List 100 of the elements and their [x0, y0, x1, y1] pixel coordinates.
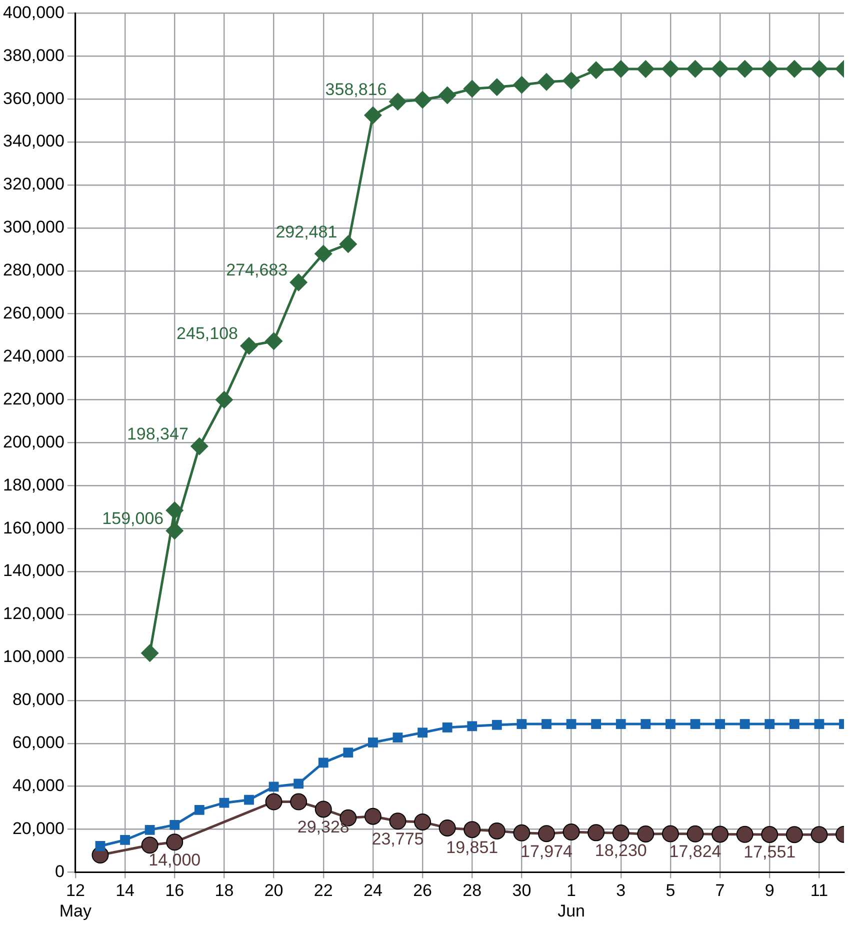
x-tick-label: 12 May: [59, 881, 92, 920]
point: [715, 719, 725, 729]
point: [140, 644, 159, 662]
x-tick-label: 24: [363, 881, 382, 900]
point: [814, 719, 824, 729]
y-tick-label: 200,000: [3, 432, 64, 452]
y-tick-label: 280,000: [3, 260, 64, 280]
point: [268, 782, 279, 792]
y-tick-label: 20,000: [12, 818, 64, 838]
point: [736, 60, 754, 78]
point: [562, 824, 580, 841]
point: [488, 78, 506, 96]
point: [438, 819, 456, 836]
x-tick-label: 26: [413, 881, 432, 900]
point: [219, 798, 230, 808]
point: [364, 808, 382, 825]
point: [686, 60, 704, 78]
data-label: 159,006: [102, 508, 164, 528]
point: [736, 826, 754, 843]
y-tick-label: 100,000: [3, 647, 64, 666]
x-tick-label: 22: [314, 881, 333, 900]
point: [789, 719, 800, 729]
point: [194, 804, 204, 815]
x-tick-label: 28: [462, 881, 482, 900]
point: [566, 719, 576, 729]
point: [661, 60, 680, 78]
point: [616, 719, 626, 729]
point: [343, 748, 354, 758]
point: [120, 835, 130, 845]
data-label: 18,230: [594, 841, 647, 860]
x-tick-label: 9: [764, 881, 774, 900]
point: [314, 800, 332, 818]
data-label: 198,347: [126, 424, 188, 444]
point: [215, 390, 234, 409]
data-label: 274,683: [226, 260, 288, 280]
data-label: 17,551: [744, 842, 796, 862]
y-tick-label: 120,000: [3, 604, 64, 624]
point: [339, 235, 358, 254]
point: [190, 437, 208, 456]
point: [662, 825, 679, 842]
point: [591, 719, 602, 729]
point: [612, 824, 630, 842]
x-tick-label: 30: [512, 881, 532, 900]
point: [640, 719, 651, 729]
point: [488, 822, 506, 840]
point: [368, 738, 378, 748]
point: [240, 336, 258, 355]
point: [542, 719, 552, 729]
y-tick-label: 320,000: [3, 174, 64, 194]
point: [144, 824, 155, 835]
point: [740, 719, 750, 729]
point: [492, 720, 502, 730]
y-tick-label: 160,000: [3, 518, 64, 538]
point: [810, 60, 828, 78]
x-tick-label: 18: [214, 881, 234, 900]
point: [265, 793, 282, 810]
data-label: 17,974: [520, 842, 572, 861]
point: [290, 793, 308, 810]
data-label: 292,481: [276, 222, 338, 242]
data-label: 17,824: [669, 842, 722, 862]
point: [785, 60, 804, 78]
y-tick-label: 240,000: [3, 346, 64, 366]
point: [537, 72, 556, 91]
point: [389, 812, 406, 830]
y-tick-label: 340,000: [3, 132, 64, 151]
point: [786, 826, 803, 844]
point: [686, 825, 704, 842]
y-tick-label: 180,000: [3, 475, 64, 494]
point: [760, 60, 779, 78]
point: [414, 813, 432, 830]
point: [587, 61, 606, 80]
point: [764, 719, 775, 729]
point: [467, 721, 478, 732]
point: [314, 244, 332, 263]
point: [294, 778, 304, 789]
y-tick-label: 400,000: [3, 2, 64, 22]
point: [612, 60, 630, 78]
point: [95, 841, 106, 851]
point: [442, 722, 452, 732]
data-label: 19,851: [446, 838, 498, 857]
point: [513, 824, 530, 842]
point: [438, 86, 456, 104]
y-tick-label: 360,000: [3, 88, 64, 108]
point: [414, 90, 432, 109]
point: [141, 836, 158, 854]
point: [761, 826, 778, 844]
point: [516, 719, 527, 729]
point: [538, 825, 555, 842]
y-tick-label: 260,000: [3, 304, 64, 323]
x-tick-label: 1 Jun: [558, 881, 585, 920]
y-tick-label: 300,000: [3, 218, 64, 237]
y-tick-label: 380,000: [3, 46, 64, 65]
point: [712, 826, 729, 843]
point: [318, 758, 328, 768]
y-tick-label: 0: [54, 862, 64, 881]
x-tick-label: 16: [165, 881, 184, 900]
x-tick-label: 3: [616, 881, 626, 900]
point: [512, 76, 531, 94]
y-tick-label: 80,000: [12, 690, 64, 710]
y-tick-label: 140,000: [3, 561, 64, 580]
